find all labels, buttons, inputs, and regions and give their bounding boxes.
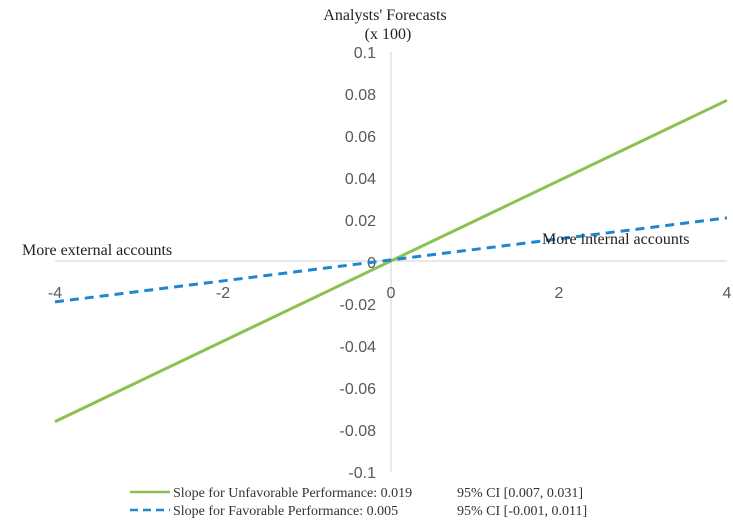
y-tick-label: 0.06 [345, 129, 376, 146]
y-tick-label: -0.04 [340, 339, 377, 356]
y-tick-label: 0.1 [354, 45, 376, 62]
y-tick-label: 0.02 [345, 213, 376, 230]
x-tick-label: 4 [723, 285, 732, 302]
legend-label-unfavorable: Slope for Unfavorable Performance: 0.019 [173, 486, 412, 501]
series-line-favorable [54, 216, 728, 304]
legend-ci-favorable: 95% CI [-0.001, 0.011] [457, 504, 587, 519]
legend-label-favorable: Slope for Favorable Performance: 0.005 [173, 504, 398, 519]
y-tick-label: -0.1 [348, 465, 376, 482]
x-tick-label: 2 [555, 285, 564, 302]
x-tick-label: 0 [387, 285, 396, 302]
y-tick-label: 0.04 [345, 171, 376, 188]
x-tick-label: -4 [48, 285, 62, 302]
y-tick-label: -0.08 [340, 423, 377, 440]
x-tick-label: -2 [216, 285, 230, 302]
chart-title-line-1: Analysts' Forecasts [323, 7, 446, 24]
legend-ci-unfavorable: 95% CI [0.007, 0.031] [457, 486, 583, 501]
y-tick-label: -0.02 [340, 297, 377, 314]
annotation-right: More internal accounts [542, 231, 690, 248]
annotation-left: More external accounts [22, 242, 172, 259]
y-tick-label: 0.08 [345, 87, 376, 104]
legend: Slope for Unfavorable Performance: 0.019… [130, 486, 587, 519]
y-tick-labels: 0.10.080.060.040.020-0.02-0.04-0.06-0.08… [340, 45, 377, 482]
series-lines [54, 98, 728, 423]
chart-title-line-2: (x 100) [365, 26, 412, 43]
y-tick-label: -0.06 [340, 381, 377, 398]
x-tick-labels: -4 -2 0 2 4 [48, 285, 732, 302]
